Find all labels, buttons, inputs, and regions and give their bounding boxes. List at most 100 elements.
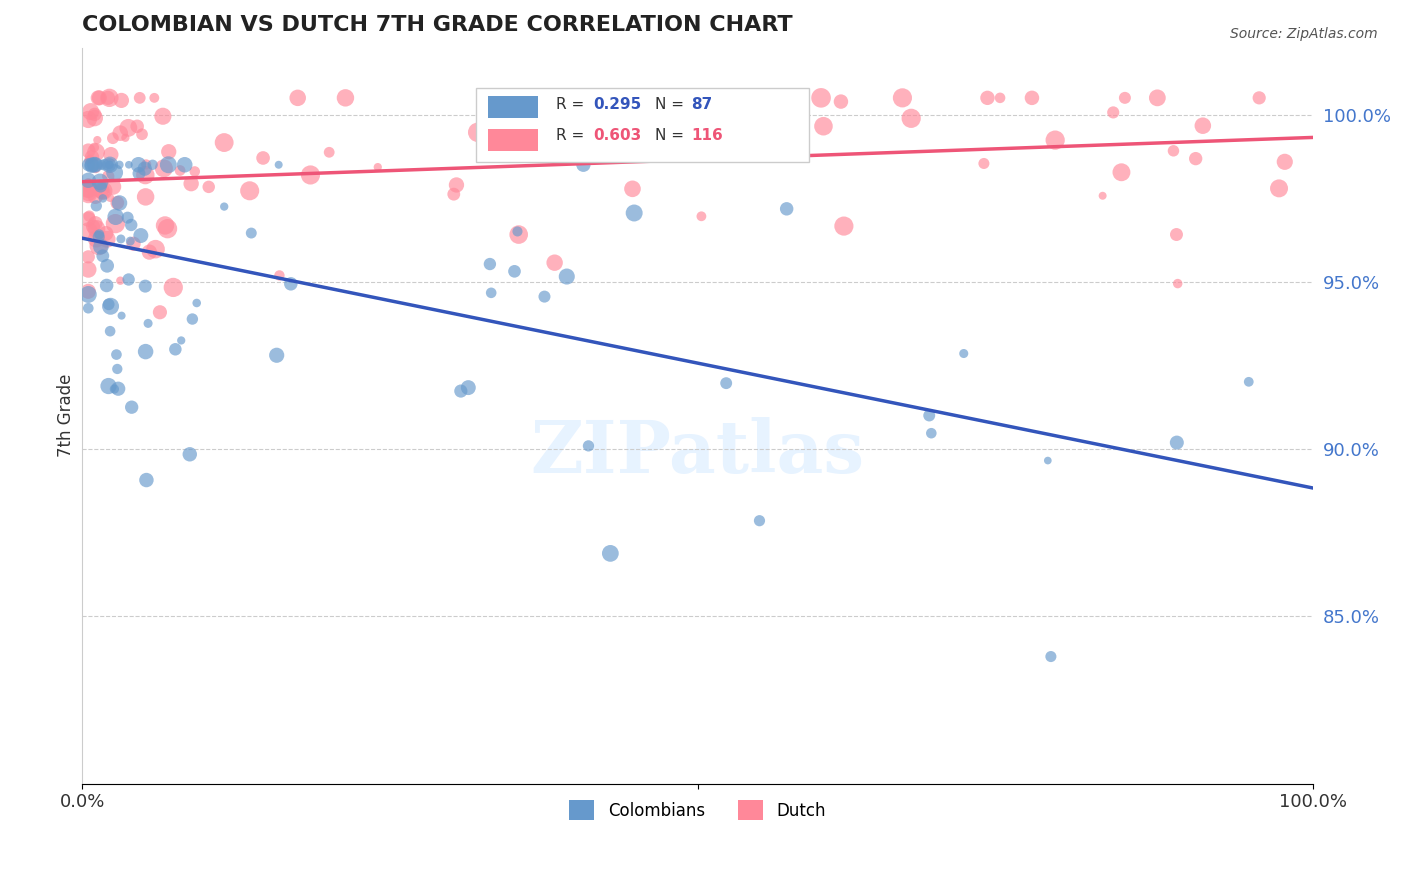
Point (623, 206, 645, 220)
Point (97, 379, 120, 393)
Point (748, 514, 770, 528)
Point (84, 145, 107, 160)
Point (77, 250, 100, 264)
Point (1043, 133, 1066, 147)
Point (79, 104, 101, 119)
Point (287, 91, 309, 105)
Point (212, 200, 235, 214)
Point (91, 249, 114, 263)
Point (77, 212, 100, 227)
Point (162, 280, 184, 294)
Point (973, 156, 995, 170)
Point (131, 128, 153, 142)
Point (813, 120, 835, 134)
Point (134, 279, 156, 293)
Point (90, 179, 112, 194)
Point (97, 91, 120, 105)
Point (104, 210, 127, 224)
Point (184, 164, 207, 178)
Point (129, 228, 152, 243)
Point (120, 234, 142, 248)
Point (83, 158, 105, 172)
Point (120, 218, 142, 232)
Text: R =: R = (557, 128, 589, 144)
Point (128, 166, 150, 180)
FancyBboxPatch shape (488, 128, 537, 151)
Point (891, 91, 914, 105)
Point (1039, 649, 1062, 664)
Point (157, 158, 180, 172)
Point (117, 272, 139, 286)
Point (94, 227, 117, 241)
Point (450, 384, 472, 398)
Text: ZIPatlas: ZIPatlas (530, 417, 865, 488)
Point (98, 158, 121, 172)
Point (90, 183, 112, 197)
Point (110, 94, 132, 108)
Point (117, 120, 139, 135)
Point (135, 190, 157, 204)
Point (533, 290, 555, 304)
Point (79, 152, 101, 166)
Point (104, 165, 127, 179)
Point (103, 382, 125, 396)
Point (84, 216, 107, 230)
Point (900, 112, 922, 126)
Point (1167, 277, 1189, 291)
Point (741, 91, 763, 105)
Point (100, 147, 122, 161)
Point (101, 179, 124, 194)
Point (555, 269, 578, 284)
Point (142, 158, 165, 172)
Point (443, 187, 465, 202)
Point (98, 91, 121, 105)
Point (77, 173, 100, 187)
Point (503, 264, 526, 278)
Point (91, 191, 114, 205)
Point (621, 182, 644, 196)
Point (127, 120, 149, 134)
Point (252, 151, 274, 165)
Text: 0.603: 0.603 (593, 128, 641, 144)
Point (318, 145, 340, 160)
Point (80, 158, 103, 172)
Point (173, 158, 195, 172)
Point (572, 158, 595, 172)
Point (98, 158, 121, 172)
Point (143, 91, 166, 105)
Point (588, 91, 610, 105)
Point (179, 447, 201, 461)
Point (1166, 435, 1188, 450)
Point (108, 158, 131, 172)
Legend: Colombians, Dutch: Colombians, Dutch (562, 793, 832, 827)
Point (149, 305, 172, 319)
Point (1102, 105, 1125, 120)
Point (77, 186, 100, 200)
Point (508, 227, 530, 242)
Point (952, 346, 974, 360)
Point (77, 144, 100, 158)
Point (1114, 91, 1136, 105)
Point (335, 91, 357, 105)
Point (122, 236, 145, 251)
Point (138, 245, 160, 260)
Point (87, 230, 110, 244)
Text: 0.295: 0.295 (593, 97, 641, 112)
Point (90, 240, 112, 254)
Point (156, 221, 179, 235)
FancyBboxPatch shape (477, 88, 808, 161)
Point (127, 158, 149, 172)
Point (664, 140, 686, 154)
Point (97, 169, 120, 184)
Point (110, 274, 132, 288)
Point (181, 312, 204, 326)
Point (478, 257, 501, 271)
Point (77, 177, 100, 191)
Point (89, 175, 111, 189)
Point (1111, 165, 1133, 179)
Point (186, 296, 208, 310)
Point (77, 153, 100, 168)
Point (77, 301, 100, 316)
Point (918, 409, 941, 423)
Point (578, 439, 600, 453)
